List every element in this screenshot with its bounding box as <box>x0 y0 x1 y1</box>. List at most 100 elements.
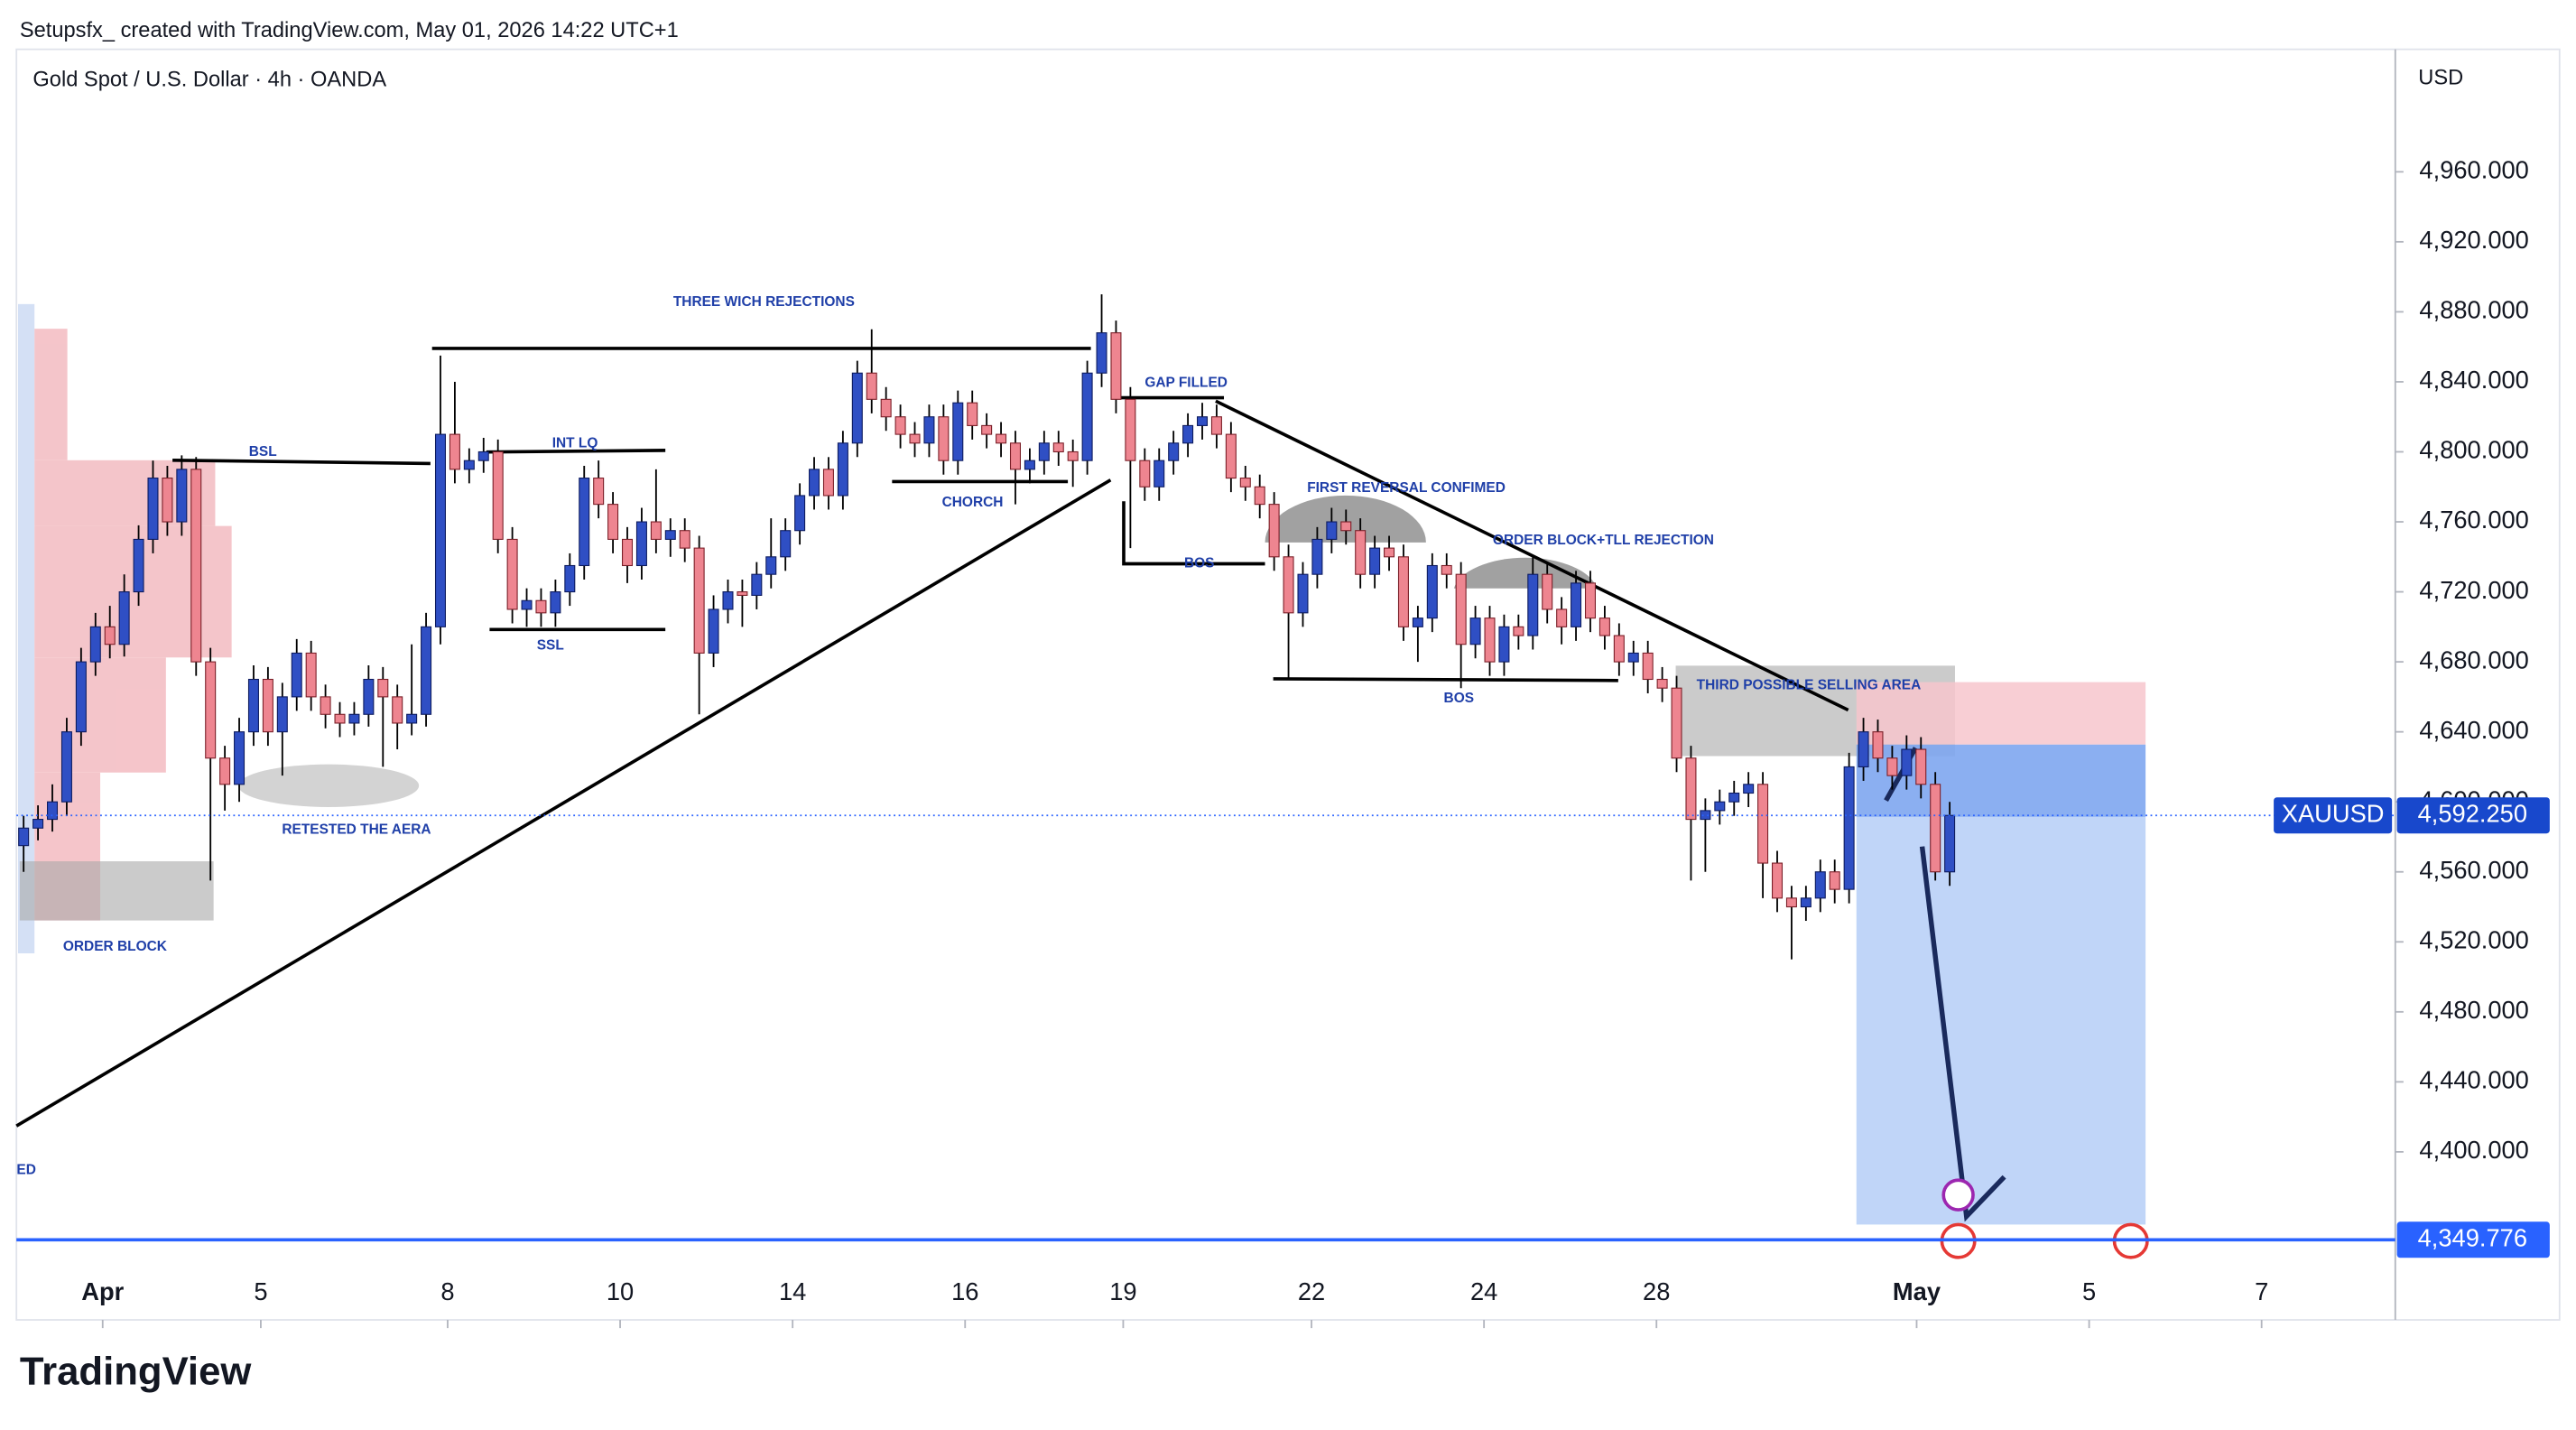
last-price-label: 4,592.250 <box>2418 799 2527 827</box>
candle-body <box>463 460 475 470</box>
annotation: ORDER BLOCK+TLL REJECTION <box>1493 533 1714 548</box>
candle-body <box>32 819 44 829</box>
candle-body <box>1772 862 1784 899</box>
candle-body <box>1254 486 1265 506</box>
annotation: SSL <box>537 638 564 654</box>
candle-body <box>449 433 460 470</box>
candle-body <box>176 469 188 523</box>
target-badge <box>2396 1221 2550 1258</box>
x-tick-label: 22 <box>1298 1277 1325 1305</box>
candle-body <box>75 661 87 733</box>
trend-lines <box>15 347 1849 1128</box>
candle-body <box>1311 538 1323 575</box>
candle-body <box>1355 530 1367 575</box>
candle-body <box>564 564 576 593</box>
candle-body <box>133 538 144 593</box>
candle-body <box>1412 618 1423 627</box>
annotation: CHORCH <box>942 495 1004 510</box>
annotation: ED <box>16 1162 35 1177</box>
candle-body <box>1642 652 1654 681</box>
candle-body <box>392 696 403 724</box>
candle-body <box>1225 433 1237 479</box>
candle-body <box>1584 582 1596 619</box>
candle-body <box>593 478 605 506</box>
candle-body <box>708 608 719 654</box>
volume-profile <box>18 303 35 953</box>
candle-body <box>47 801 59 821</box>
candle-body <box>981 424 993 435</box>
candle-body <box>1800 897 1812 908</box>
candle-body <box>377 678 389 698</box>
annotation: THIRD POSSIBLE SELLING AREA <box>1697 677 1922 692</box>
candle-body <box>1455 573 1467 645</box>
candle-body <box>938 416 950 461</box>
candle-body <box>866 372 877 400</box>
candle-body <box>664 530 676 540</box>
event-icon[interactable] <box>1941 1178 1975 1212</box>
candle-body <box>477 450 489 461</box>
y-tick-label: 4,680.000 <box>2419 645 2528 673</box>
candle-body <box>794 495 806 532</box>
candle-body <box>1656 678 1668 689</box>
candle-body <box>693 547 705 654</box>
candle-body <box>1197 416 1209 426</box>
candle-body <box>996 433 1007 444</box>
candle-body <box>1498 626 1510 663</box>
candle-body <box>1125 398 1136 461</box>
symbol-title: Gold Spot / U.S. Dollar · 4h · OANDA <box>32 68 386 91</box>
candle-body <box>1397 556 1409 627</box>
candle-body <box>851 372 863 444</box>
candle-body <box>1613 635 1625 663</box>
candle-body <box>579 478 590 567</box>
annotation: FIRST REVERSAL CONFIMED <box>1307 480 1506 496</box>
candle-body <box>334 713 346 724</box>
x-tick-label: Apr <box>81 1277 124 1305</box>
annotation: RETESTED THE AERA <box>282 822 431 838</box>
currency: USD <box>2418 67 2463 90</box>
candle-body <box>780 530 792 558</box>
x-tick-label: 19 <box>1109 1277 1136 1305</box>
candle-body <box>1627 652 1639 663</box>
candle-body <box>421 626 432 715</box>
annotation: GAP FILLED <box>1144 375 1228 390</box>
annotation: ORDER BLOCK <box>63 939 168 954</box>
candle-body <box>1872 731 1884 759</box>
x-tick-label: 10 <box>607 1277 634 1305</box>
candle-body <box>1182 424 1194 444</box>
annotation: BOS <box>1444 691 1475 706</box>
y-tick-label: 4,520.000 <box>2419 926 2528 954</box>
candle-body <box>622 538 634 567</box>
y-tick-label: 4,960.000 <box>2419 156 2528 184</box>
candle-body <box>809 469 820 497</box>
candle-body <box>1139 460 1151 488</box>
candle-body <box>1814 871 1826 899</box>
x-tick-label: 8 <box>440 1277 454 1305</box>
candle-body <box>1728 792 1740 803</box>
candle-body <box>18 827 30 847</box>
profit-zone <box>1856 816 2146 1225</box>
candle-body <box>952 402 964 461</box>
candle-body <box>822 469 834 497</box>
candle-body <box>765 556 777 575</box>
candle-body <box>1700 810 1711 821</box>
candle-body <box>737 591 748 596</box>
candle-body <box>262 678 273 733</box>
candle-body <box>1714 801 1726 812</box>
candle-body <box>837 442 848 497</box>
candle-body <box>1915 748 1927 785</box>
candle-body <box>894 416 906 435</box>
annotation: THREE WICH REJECTIONS <box>673 294 855 310</box>
candle-body <box>348 713 360 724</box>
candle-body <box>1384 547 1395 558</box>
y-tick-label: 4,560.000 <box>2419 856 2528 884</box>
candle-body <box>1930 784 1941 873</box>
candle-body <box>60 731 72 803</box>
candle-body <box>1785 897 1797 908</box>
candle-body <box>305 652 317 698</box>
candle-body <box>550 591 561 614</box>
candle-body <box>320 696 331 715</box>
candle-body <box>1542 573 1553 610</box>
candle-body <box>1556 608 1568 627</box>
annotation: BSL <box>249 444 277 460</box>
